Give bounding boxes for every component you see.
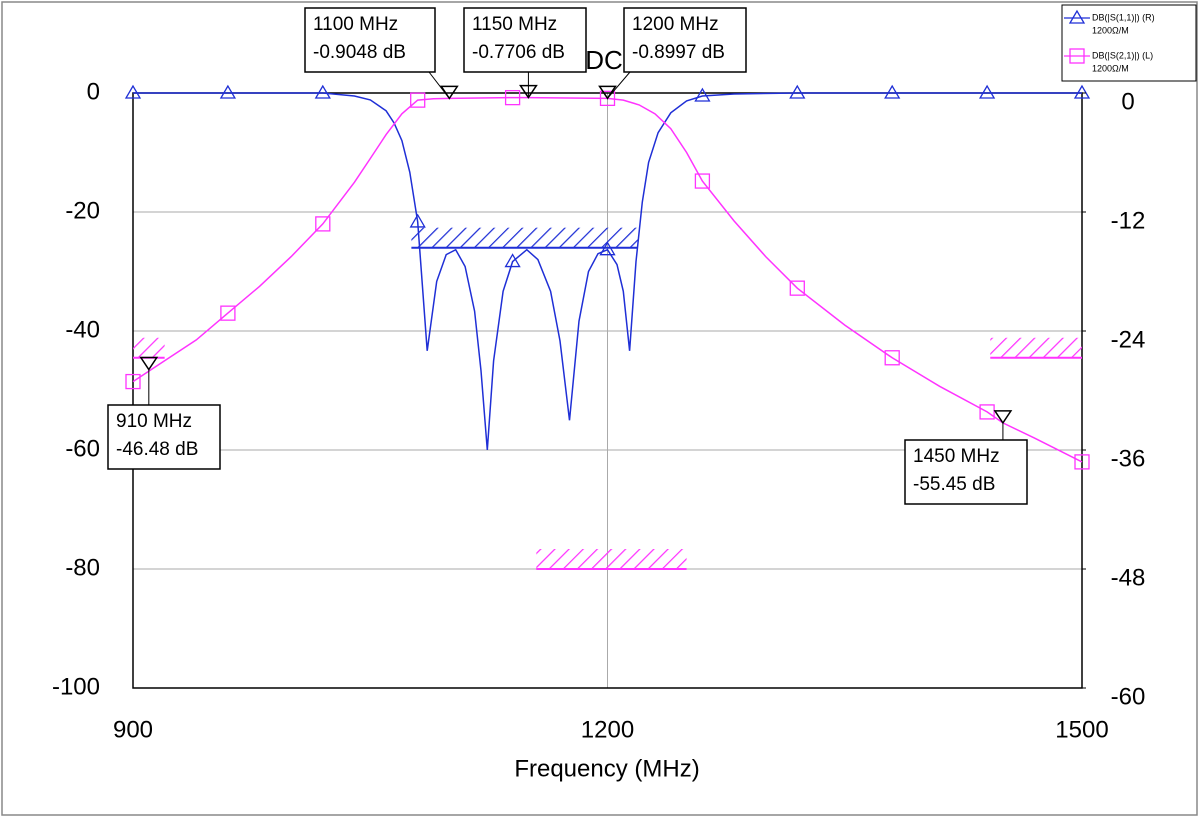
series-symbol xyxy=(125,373,141,390)
series-symbol xyxy=(124,84,142,99)
chart-title: DC xyxy=(585,45,623,75)
marker-x-label: 1150 MHz xyxy=(472,14,557,35)
y2-tick-label: -60 xyxy=(1111,683,1146,710)
series-symbol xyxy=(504,253,521,268)
limit-hatch xyxy=(133,337,165,358)
series-symbol xyxy=(599,241,616,256)
marker-x-label: 910 MHz xyxy=(116,411,192,432)
series-symbol xyxy=(978,84,996,99)
y-tick-label: -80 xyxy=(65,554,100,581)
y2-tick-label: -24 xyxy=(1111,326,1146,353)
series-symbol xyxy=(219,84,237,99)
marker-y-label: -0.9048 dB xyxy=(313,42,406,63)
marker-x-label: 1450 MHz xyxy=(913,446,1000,467)
series-symbol xyxy=(789,280,805,296)
legend-sub: 1200Ω/M xyxy=(1092,25,1129,35)
y2-tick-label: -48 xyxy=(1111,564,1146,591)
series-symbol xyxy=(694,87,711,102)
limit-hatch xyxy=(536,549,687,569)
marker-point xyxy=(598,85,617,100)
marker-box xyxy=(107,404,221,470)
x-tick-label: 900 xyxy=(113,716,153,743)
x-tick-label: 1500 xyxy=(1055,716,1108,743)
series-symbol xyxy=(504,89,521,106)
marker-box xyxy=(904,439,1028,505)
marker-x-label: 1100 MHz xyxy=(313,14,398,35)
marker-y-label: -0.8997 dB xyxy=(632,42,725,63)
marker-y-label: -55.45 dB xyxy=(913,474,995,495)
y-tick-label: -40 xyxy=(65,316,100,343)
series-symbol xyxy=(1068,9,1086,24)
x-tick-label: 1200 xyxy=(581,716,634,743)
x-axis-label: Frequency (MHz) xyxy=(514,755,699,782)
series-symbol xyxy=(220,305,236,321)
y-tick-label: -20 xyxy=(65,197,100,224)
y2-tick-label: -12 xyxy=(1111,207,1146,234)
limit-hatch xyxy=(990,337,1082,358)
series-symbol xyxy=(599,90,616,107)
series-symbol xyxy=(694,173,711,189)
plot-frame xyxy=(132,92,1083,689)
marker-y-label: -0.7706 dB xyxy=(472,42,565,63)
marker-y-label: -46.48 dB xyxy=(116,439,198,460)
series-symbol xyxy=(315,216,331,232)
series-symbol xyxy=(409,213,426,228)
series-symbol xyxy=(789,84,806,99)
legend-label: DB(|S(2,1)|) (L) xyxy=(1092,50,1153,60)
marker-point xyxy=(993,410,1013,425)
marker-box xyxy=(304,7,436,73)
series-symbol xyxy=(1073,84,1091,99)
marker-x-label: 1200 MHz xyxy=(632,14,719,35)
y-tick-label: -100 xyxy=(52,673,100,700)
legend-sub: 1200Ω/M xyxy=(1092,63,1129,73)
series-symbol xyxy=(314,84,331,99)
legend-label: DB(|S(1,1)|) (R) xyxy=(1092,12,1155,22)
legend: DB(|S(1,1)|) (R) 1200Ω/M DB(|S(2,1)|) (L) 1… xyxy=(1061,4,1197,82)
marker-point xyxy=(139,356,159,371)
series-symbol xyxy=(884,84,901,99)
y2-tick-label: -36 xyxy=(1111,445,1146,472)
y-tick-label: 0 xyxy=(87,78,100,105)
limit-hatch xyxy=(411,227,638,248)
y-tick-label: -60 xyxy=(65,435,100,462)
series-symbol xyxy=(979,404,995,420)
marker-point xyxy=(519,84,538,99)
marker-box xyxy=(463,7,587,73)
series-symbol xyxy=(410,92,426,108)
marker-box xyxy=(623,7,747,73)
series-symbol xyxy=(1069,48,1085,64)
series-symbol xyxy=(1074,454,1090,470)
series-symbol xyxy=(884,350,900,366)
y2-tick-label: 0 xyxy=(1121,88,1134,115)
marker-point xyxy=(439,85,459,100)
